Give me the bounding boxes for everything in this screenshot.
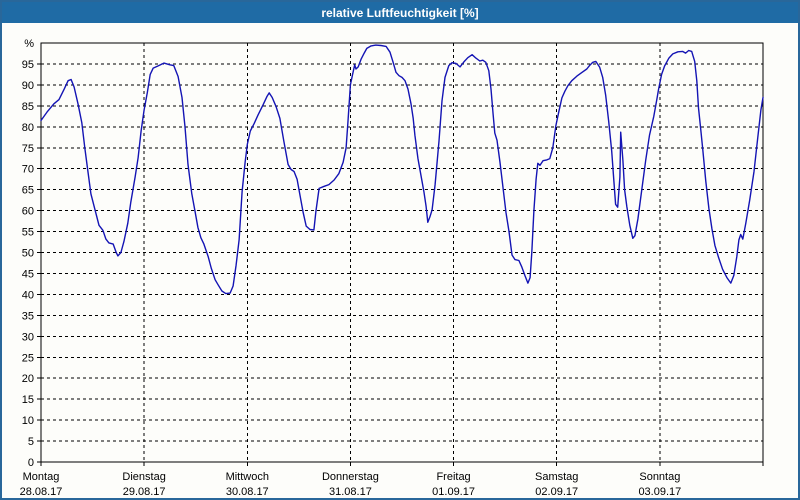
day-name-label: Dienstag — [122, 471, 165, 483]
window-title-bar: relative Luftfeuchtigkeit [%] — [2, 2, 798, 23]
y-axis-unit-label: % — [24, 38, 34, 50]
day-date-label: 30.08.17 — [226, 486, 269, 498]
y-tick-label: 20 — [22, 373, 34, 385]
y-tick-label: 0 — [28, 457, 34, 469]
y-tick-label: 45 — [22, 268, 34, 280]
y-tick-label: 35 — [22, 310, 34, 322]
y-tick-label: 80 — [22, 122, 34, 134]
day-date-label: 28.08.17 — [20, 486, 63, 498]
day-name-label: Montag — [23, 471, 60, 483]
y-tick-label: 95 — [22, 59, 34, 71]
y-tick-label: 90 — [22, 80, 34, 92]
day-name-label: Mittwoch — [226, 471, 269, 483]
y-tick-label: 70 — [22, 164, 34, 176]
day-date-label: 31.08.17 — [329, 486, 372, 498]
y-tick-label: 15 — [22, 394, 34, 406]
day-date-label: 01.09.17 — [432, 486, 475, 498]
y-tick-label: 65 — [22, 185, 34, 197]
humidity-series-line — [40, 44, 764, 295]
y-tick-label: 60 — [22, 206, 34, 218]
day-date-label: 29.08.17 — [123, 486, 166, 498]
y-tick-label: 25 — [22, 352, 34, 364]
y-tick-label: 55 — [22, 227, 34, 239]
y-tick-label: 10 — [22, 415, 34, 427]
day-name-label: Freitag — [436, 471, 470, 483]
y-tick-label: 50 — [22, 248, 34, 260]
chart-title: relative Luftfeuchtigkeit [%] — [321, 5, 479, 20]
y-tick-label: 75 — [22, 143, 34, 155]
y-tick-label: 85 — [22, 101, 34, 113]
y-tick-label: 5 — [28, 436, 34, 448]
y-tick-label: 40 — [22, 289, 34, 301]
y-tick-label: 30 — [22, 331, 34, 343]
day-date-label: 02.09.17 — [535, 486, 578, 498]
day-name-label: Sonntag — [639, 471, 680, 483]
day-name-label: Donnerstag — [322, 471, 379, 483]
day-date-label: 03.09.17 — [638, 486, 681, 498]
day-name-label: Samstag — [535, 471, 578, 483]
